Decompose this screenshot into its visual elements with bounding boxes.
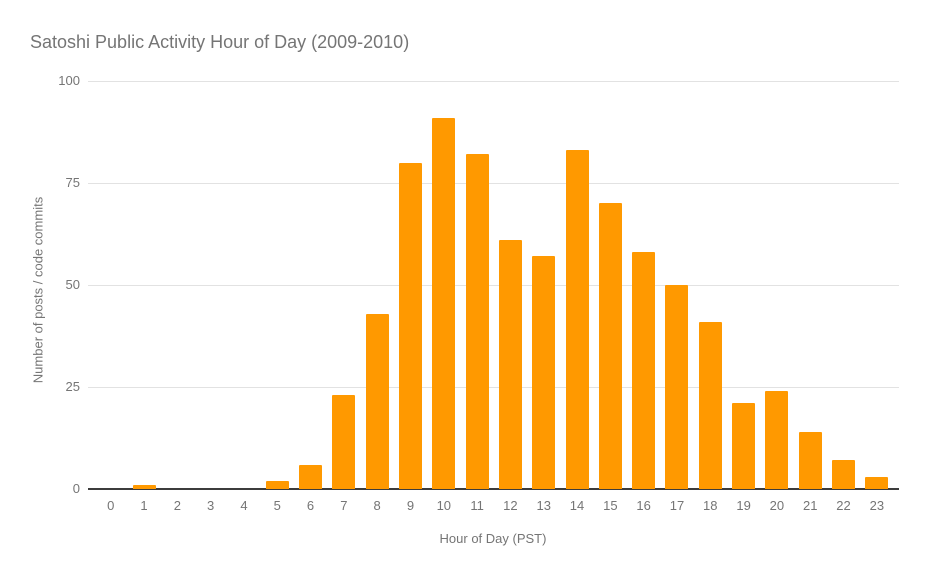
x-tick-label-9: 9	[406, 498, 415, 513]
x-tick-label-5: 5	[273, 498, 281, 513]
x-tick-label-17: 17	[669, 498, 685, 513]
bar-hour-12	[498, 240, 522, 489]
bar-hour-23	[865, 477, 889, 489]
x-tick-label-1: 1	[140, 498, 148, 513]
x-tick-label-7: 7	[340, 498, 348, 513]
bar-hour-10	[432, 118, 456, 489]
bar-hour-21	[798, 432, 822, 489]
x-axis-baseline	[88, 488, 899, 490]
x-tick-label-19: 19	[736, 498, 751, 513]
gridline-25	[88, 387, 899, 388]
bar-hour-1	[132, 485, 156, 489]
bar-hour-6	[299, 465, 323, 489]
x-tick-label-14: 14	[569, 498, 585, 513]
gridline-100	[88, 81, 899, 82]
x-axis-title: Hour of Day (PST)	[439, 531, 547, 546]
bar-hour-15	[598, 203, 622, 489]
x-tick-label-6: 6	[306, 498, 315, 513]
bar-hour-9	[398, 163, 422, 489]
bar-hour-17	[665, 285, 689, 489]
bar-hour-14	[565, 150, 589, 489]
bar-hour-8	[365, 314, 389, 489]
x-tick-label-23: 23	[869, 498, 885, 513]
x-tick-label-16: 16	[636, 498, 651, 513]
x-tick-label-22: 22	[836, 498, 851, 513]
y-tick-label-75: 75	[65, 175, 80, 190]
x-tick-label-8: 8	[373, 498, 381, 513]
bar-hour-19	[732, 403, 756, 489]
x-tick-label-2: 2	[173, 498, 181, 513]
x-tick-label-0: 0	[107, 498, 115, 513]
y-tick-label-25: 25	[65, 379, 80, 394]
x-tick-label-21: 21	[802, 498, 818, 513]
y-tick-label-50: 50	[65, 277, 80, 292]
gridline-75	[88, 183, 899, 184]
x-tick-label-10: 10	[436, 498, 452, 513]
x-tick-label-13: 13	[536, 498, 551, 513]
x-tick-label-11: 11	[470, 498, 484, 513]
x-tick-label-18: 18	[703, 498, 718, 513]
gridline-50	[88, 285, 899, 286]
chart-title: Satoshi Public Activity Hour of Day (200…	[30, 32, 410, 52]
bar-hour-5	[265, 481, 289, 489]
bar-hour-13	[532, 256, 556, 489]
bar-hour-7	[332, 395, 356, 489]
y-tick-label-100: 100	[58, 73, 80, 88]
x-tick-label-20: 20	[769, 498, 785, 513]
x-tick-label-3: 3	[207, 498, 215, 513]
x-tick-label-4: 4	[240, 498, 248, 513]
y-tick-label-0: 0	[72, 481, 80, 496]
x-tick-label-12: 12	[503, 498, 518, 513]
bar-hour-11	[465, 154, 489, 489]
bar-hour-16	[632, 252, 656, 489]
bar-hour-20	[765, 391, 789, 489]
x-tick-label-15: 15	[603, 498, 618, 513]
bar-hour-22	[832, 460, 856, 489]
bar-hour-18	[698, 322, 722, 489]
